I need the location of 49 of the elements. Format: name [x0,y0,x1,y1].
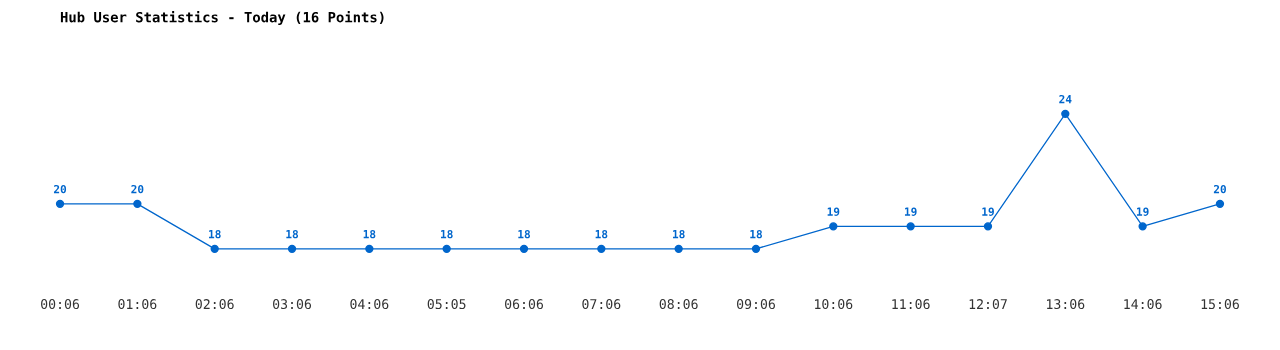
data-label: 18 [750,229,762,239]
point [210,244,219,254]
x-tick-label: 08:06 [659,299,698,310]
x-tick-label: 07:06 [582,299,621,310]
x-tick-label: 00:06 [41,299,80,310]
data-label: 18 [209,229,221,239]
data-label: 19 [1136,207,1149,216]
chart-title: Hub User Statistics - Today (16 Points) [60,10,384,26]
point [133,199,142,209]
point [287,244,297,254]
x-tick-label: 03:06 [273,299,312,310]
point [597,244,606,254]
x-tick-label: 13:06 [1047,299,1085,310]
x-tick-label: 02:06 [195,299,234,310]
data-label: 18 [595,229,608,239]
x-tick-label: 04:06 [350,299,389,310]
point [983,222,993,231]
data-label: 20 [1213,184,1226,194]
point [906,222,915,231]
data-label: 18 [363,229,376,239]
x-tick-label: 09:06 [736,299,775,310]
x-tick-label: 05:05 [427,299,466,310]
data-label: 20 [53,184,67,194]
x-tick-label: 14:06 [1124,299,1162,310]
x-tick-label: 11:06 [892,299,930,310]
data-label: 18 [286,229,299,239]
x-tick-label: 15:06 [1201,299,1239,310]
point [365,244,374,254]
data-label: 18 [441,229,453,239]
point [751,244,761,254]
point [442,244,451,254]
data-label: 19 [904,207,917,216]
x-tick-label: 12:07 [969,299,1007,310]
point [674,244,683,254]
point [55,199,65,209]
point [1061,109,1070,119]
data-label: 24 [1059,94,1072,104]
point [1138,222,1147,231]
x-tick-label: 01:06 [118,299,157,310]
data-label: 19 [982,207,994,216]
data-label: 20 [131,184,144,194]
x-tick-label: 10:06 [815,299,853,310]
point [1215,199,1225,209]
data-label: 19 [827,207,840,216]
data-label: 18 [518,229,530,239]
data-label: 18 [673,229,685,239]
x-tick-label: 06:06 [505,299,544,310]
point [829,222,838,231]
point [519,244,529,254]
